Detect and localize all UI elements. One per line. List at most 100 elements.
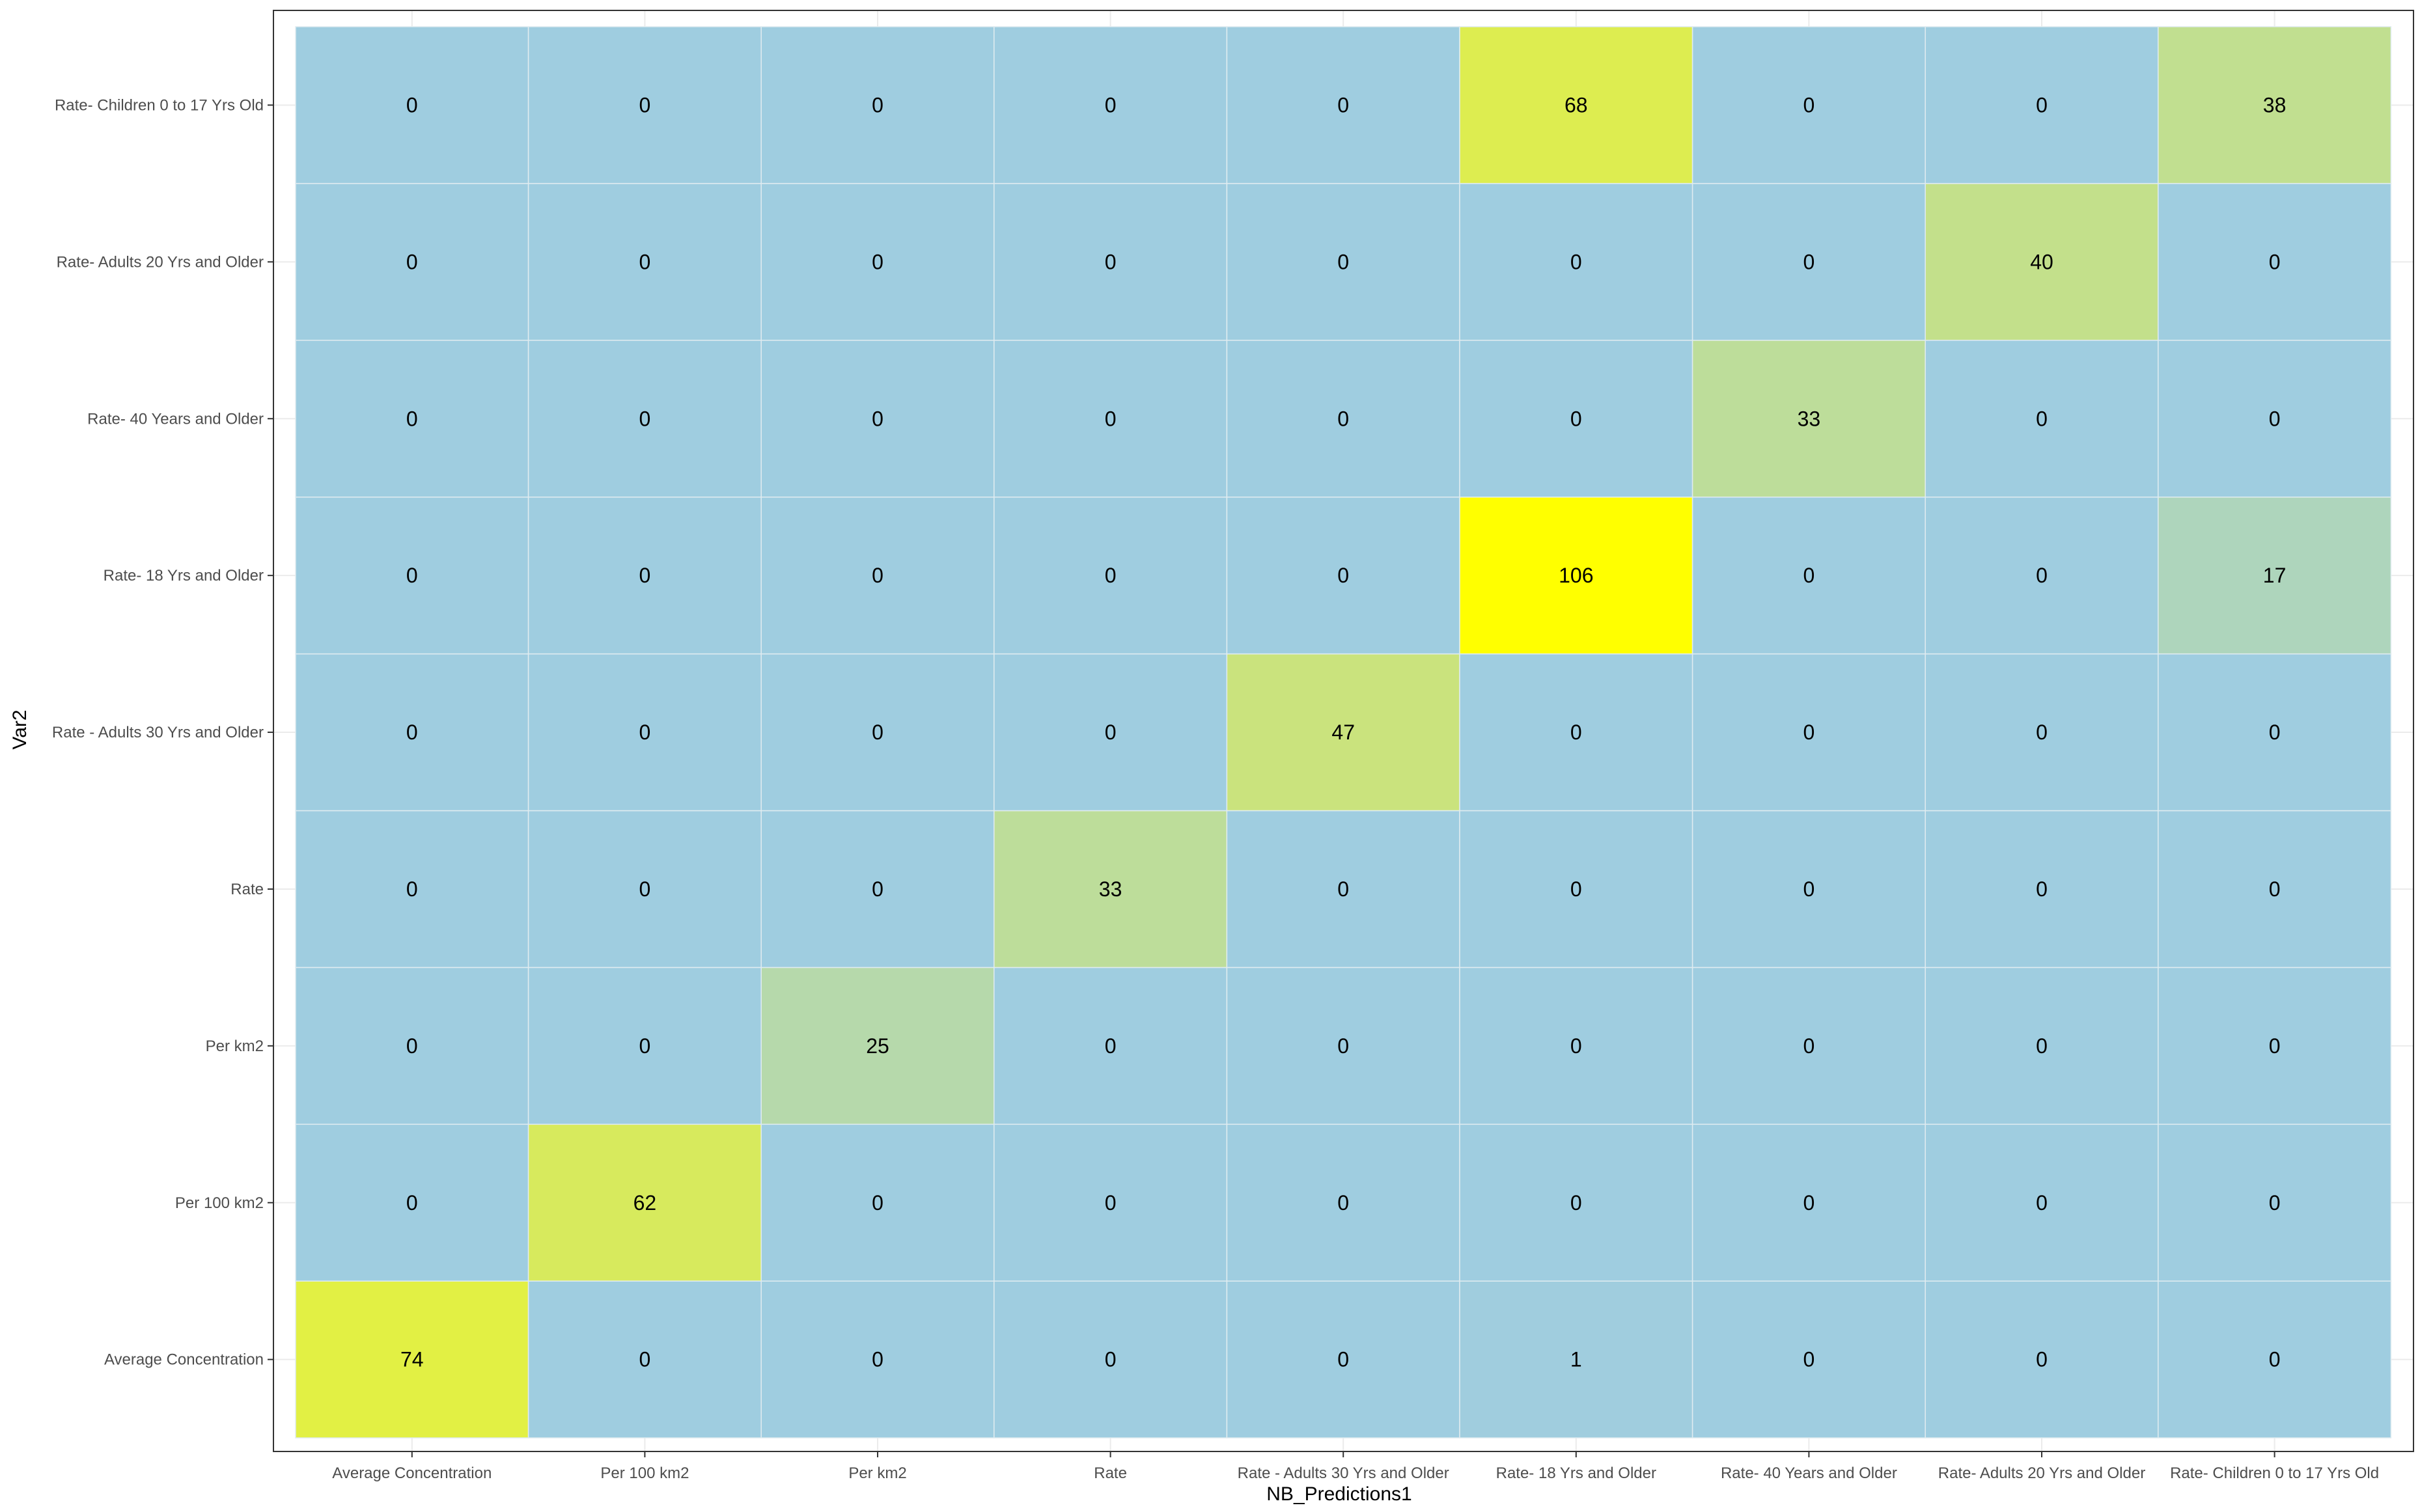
heatmap-cell (2158, 340, 2392, 498)
heatmap-cell (1925, 183, 2159, 341)
x-axis-ticks: Average Concentration Per 100 km2 Per km2 R… (332, 1451, 2379, 1482)
heatmap-cell (1459, 1123, 1693, 1282)
heatmap-cell (1691, 967, 1926, 1125)
cell-value-label: 0 (639, 564, 651, 587)
heatmap-cell (994, 496, 1228, 655)
cell-value-label: 106 (1559, 564, 1593, 587)
heatmap-cell (1226, 967, 1460, 1125)
cell-value-label: 0 (406, 407, 418, 430)
cell-value-label: 0 (2269, 1348, 2281, 1371)
cell-value-label: 0 (1337, 1034, 1349, 1058)
heatmap-cell (1925, 1280, 2159, 1438)
y-tick-label: Rate- Adults 20 Yrs and Older (57, 253, 264, 271)
heatmap-cell (1226, 496, 1460, 655)
heatmap-cell (527, 26, 762, 184)
heatmap-cell (994, 967, 1228, 1125)
cell-value-labels: 74 0 0 0 0 1 0 0 0 0 62 0 0 0 0 0 0 0 0 0 25 0 0 0 0 0 0 0 0 0 33 0 0 0 0 0… (400, 93, 2286, 1371)
heatmap-cell (527, 810, 762, 969)
y-tick-label: Rate- 40 Years and Older (87, 410, 264, 428)
y-tick-label: Rate- Children 0 to 17 Yrs Old (55, 96, 264, 114)
heatmap-cell (1459, 183, 1693, 341)
heatmap-cell (1459, 967, 1693, 1125)
cell-value-label: 0 (406, 1191, 418, 1215)
heatmap-cell (760, 340, 995, 498)
cell-value-label: 62 (633, 1191, 657, 1215)
heatmap-cells (295, 26, 2392, 1438)
cell-value-label: 0 (1803, 1348, 1815, 1371)
heatmap-cell (527, 183, 762, 341)
cell-value-label: 74 (400, 1348, 424, 1371)
cell-value-label: 0 (2036, 1348, 2048, 1371)
cell-value-label: 0 (2036, 407, 2048, 430)
heatmap-cell (760, 1123, 995, 1282)
cell-value-label: 0 (872, 564, 883, 587)
heatmap-cell (1459, 810, 1693, 969)
heatmap-cell (1691, 653, 1926, 812)
cell-value-label: 0 (1570, 1034, 1582, 1058)
cell-value-label: 0 (2036, 721, 2048, 744)
cell-value-label: 0 (1337, 93, 1349, 117)
cell-value-label: 0 (406, 93, 418, 117)
heatmap-cell (1226, 26, 1460, 184)
cell-value-label: 0 (1570, 250, 1582, 273)
heatmap-cell (295, 183, 529, 341)
heatmap-cell (527, 967, 762, 1125)
heatmap-cell (760, 496, 995, 655)
heatmap-cell (295, 26, 529, 184)
x-tick-label: Per km2 (848, 1464, 906, 1482)
y-tick-label: Rate (230, 881, 264, 898)
cell-value-label: 0 (2269, 1034, 2281, 1058)
heatmap-cell (2158, 967, 2392, 1125)
cell-value-label: 0 (2036, 1191, 2048, 1215)
cell-value-label: 0 (639, 721, 651, 744)
cell-value-label: 0 (1105, 721, 1117, 744)
x-tick-label: Rate- Children 0 to 17 Yrs Old (2170, 1464, 2379, 1482)
cell-value-label: 0 (2269, 721, 2281, 744)
cell-value-label: 0 (2269, 1191, 2281, 1215)
y-tick-label: Rate- 18 Yrs and Older (104, 567, 264, 584)
heatmap-cell (527, 1123, 762, 1282)
cell-value-label: 40 (2030, 250, 2053, 273)
heatmap-cell (994, 26, 1228, 184)
heatmap-cell (760, 1280, 995, 1438)
cell-value-label: 0 (1803, 250, 1815, 273)
heatmap-cell (1925, 496, 2159, 655)
heatmap-cell (1691, 26, 1926, 184)
heatmap-cell (2158, 26, 2392, 184)
cell-value-label: 17 (2263, 564, 2287, 587)
y-tick-label: Average Concentration (104, 1351, 264, 1369)
cell-value-label: 0 (1337, 250, 1349, 273)
heatmap-cell (1226, 1123, 1460, 1282)
cell-value-label: 0 (872, 93, 883, 117)
heatmap-cell (1459, 653, 1693, 812)
cell-value-label: 0 (639, 877, 651, 901)
heatmap-cell (295, 1123, 529, 1282)
heatmap-cell (295, 340, 529, 498)
x-tick-label: Rate- 40 Years and Older (1721, 1464, 1897, 1482)
cell-value-label: 0 (1803, 721, 1815, 744)
cell-value-label: 0 (2269, 407, 2281, 430)
cell-value-label: 0 (2036, 1034, 2048, 1058)
cell-value-label: 0 (1105, 407, 1117, 430)
cell-value-label: 0 (872, 877, 883, 901)
heatmap-cell (994, 653, 1228, 812)
cell-value-label: 0 (406, 1034, 418, 1058)
cell-value-label: 0 (1105, 564, 1117, 587)
cell-value-label: 33 (1099, 877, 1122, 901)
cell-value-label: 0 (406, 721, 418, 744)
heatmap-cell (527, 340, 762, 498)
cell-value-label: 0 (1803, 1034, 1815, 1058)
cell-value-label: 0 (1570, 1191, 1582, 1215)
heatmap-cell (1925, 810, 2159, 969)
cell-value-label: 0 (1105, 1348, 1117, 1371)
cell-value-label: 0 (2036, 877, 2048, 901)
cell-value-label: 0 (1337, 1191, 1349, 1215)
cell-value-label: 0 (639, 250, 651, 273)
heatmap-cell (1459, 496, 1693, 655)
cell-value-label: 0 (1803, 93, 1815, 117)
cell-value-label: 0 (2036, 93, 2048, 117)
heatmap-cell (1226, 340, 1460, 498)
cell-value-label: 0 (639, 407, 651, 430)
x-tick-label: Rate (1094, 1464, 1127, 1482)
heatmap-cell (1691, 1123, 1926, 1282)
